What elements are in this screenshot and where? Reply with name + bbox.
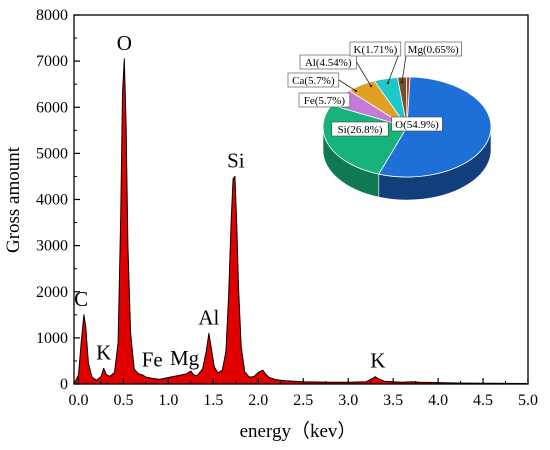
pie-label: O(54.9%) <box>395 119 439 131</box>
y-tick-label: 2000 <box>36 284 68 301</box>
pie-label: Fe(5.7%) <box>304 95 346 107</box>
pie-label-box <box>391 116 443 132</box>
pie-label-box <box>299 54 357 70</box>
pie-inset: O(54.9%) Si(26.8%) Fe(5.7%) Ca(5.7%) Al(4.54… <box>287 41 492 201</box>
plot-frame <box>73 14 529 385</box>
y-tick-label: 1000 <box>36 330 68 347</box>
y-tick-label: 8000 <box>36 7 68 24</box>
x-tick-label: 5.0 <box>518 392 538 409</box>
y-axis-title: Gross amount <box>3 146 24 253</box>
annotation-layer: C K O Fe Mg Al Si K <box>74 31 385 373</box>
y-tick-label: 5000 <box>36 145 68 162</box>
y-tick-label: 0 <box>60 376 68 393</box>
pie-leader-dot <box>354 89 358 93</box>
x-tick-label: 1.0 <box>158 392 178 409</box>
peak-label: K <box>96 340 111 364</box>
x-tick-label: 0.0 <box>68 392 88 409</box>
pie-leader-dot <box>400 80 404 84</box>
x-tick-label: 4.5 <box>473 392 493 409</box>
peak-label: O <box>117 31 132 55</box>
peak-label: Mg <box>170 346 200 370</box>
pie-leader-dot <box>386 81 390 85</box>
pie-label-box <box>287 72 340 88</box>
pie-label-box <box>298 92 351 108</box>
y-tick-label: 4000 <box>36 192 68 209</box>
y-tick-label: 3000 <box>36 238 68 255</box>
y-tick-label: 7000 <box>36 53 68 70</box>
pie-label: Al(4.54%) <box>305 57 352 69</box>
x-tick-label: 0.5 <box>113 392 133 409</box>
x-tick-label: 4.0 <box>428 392 448 409</box>
peak-label: Al <box>198 305 219 329</box>
peak-label: Fe <box>142 348 163 372</box>
y-tick-label: 6000 <box>36 99 68 116</box>
pie-label: Ca(5.7%) <box>292 75 335 87</box>
x-axis-title: energy（kev） <box>240 420 357 442</box>
peak-label: C <box>74 287 88 311</box>
x-tick-label: 1.5 <box>203 392 223 409</box>
x-tick-label: 2.0 <box>248 392 268 409</box>
peak-label: K <box>370 349 385 373</box>
pie-label-box <box>331 121 389 137</box>
peak-label: Si <box>227 148 245 172</box>
pie-leader-dot <box>369 84 373 88</box>
spectrum-area <box>73 58 529 385</box>
pie-leader-line <box>338 79 357 92</box>
pie-label-box <box>404 41 462 57</box>
plot-layer <box>73 58 529 385</box>
axis-layer: 0.0 0.5 1.0 1.5 2.0 2.5 3.0 3.5 4.0 4.5 5.0 0 1000 20… <box>36 7 538 409</box>
x-tick-label: 3.0 <box>338 392 358 409</box>
pie-slice-6 <box>406 76 411 128</box>
pie-label: Mg(0.65%) <box>408 44 459 56</box>
x-tick-label: 2.5 <box>293 392 313 409</box>
pie-label: Si(26.8%) <box>338 124 383 136</box>
pie-leader-line <box>356 61 372 87</box>
pie-label-box <box>349 41 402 57</box>
x-tick-label: 3.5 <box>383 392 403 409</box>
pie-label: K(1.71%) <box>354 44 398 56</box>
